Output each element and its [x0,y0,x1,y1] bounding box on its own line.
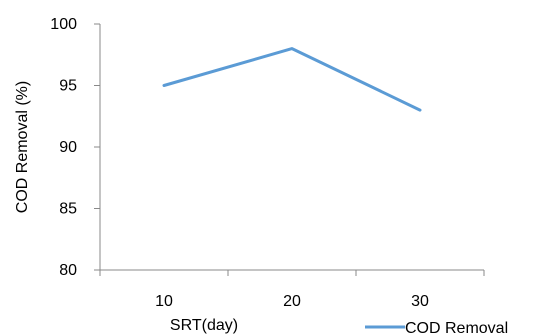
y-tick-label: 90 [59,139,77,156]
legend: COD Removal [365,320,508,336]
y-tick-label: 80 [59,262,77,279]
y-tick-label: 85 [59,201,77,218]
y-axis-title: COD Removal (%) [14,81,31,213]
y-tick-label: 95 [59,78,77,95]
y-tick-label: 100 [50,16,77,33]
x-tick-label: 30 [411,293,429,310]
x-axis-title: SRT(day) [170,317,238,334]
x-tick-label: 10 [155,293,173,310]
series-line [162,47,422,112]
x-axis: 10 20 30 [99,269,485,310]
y-axis: 80 85 90 95 100 [50,16,101,279]
x-tick-label: 20 [283,293,301,310]
legend-label: COD Removal [405,320,508,336]
